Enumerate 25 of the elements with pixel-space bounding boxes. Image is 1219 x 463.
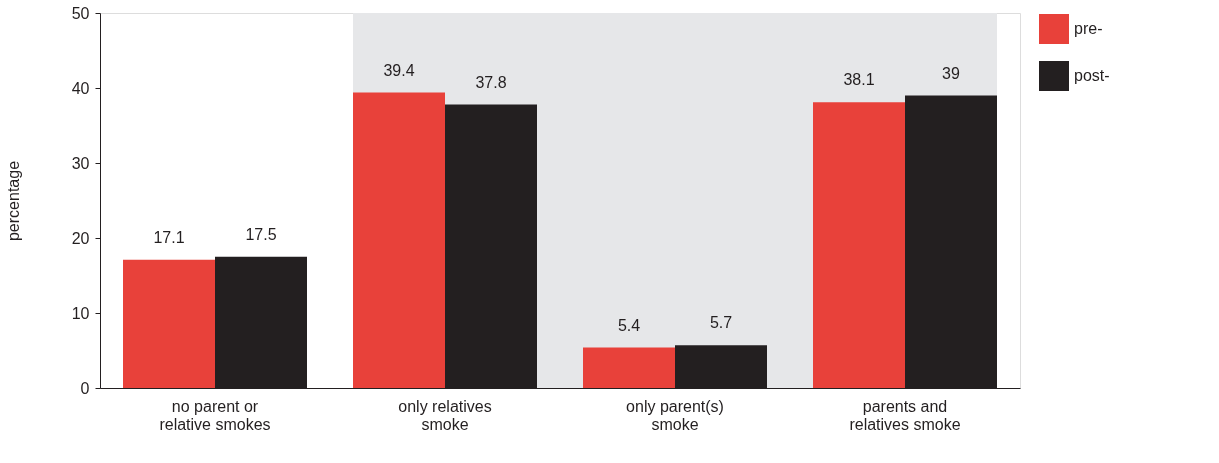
y-tick-label: 20 xyxy=(71,229,90,247)
y-tick-label: 0 xyxy=(80,379,90,397)
y-tick-label: 50 xyxy=(71,4,90,22)
data-label: 17.5 xyxy=(245,225,277,243)
data-label: 39.4 xyxy=(383,61,415,79)
legend-label: post- xyxy=(1074,67,1110,84)
data-label: 39 xyxy=(942,64,960,82)
bar xyxy=(583,347,675,388)
bar xyxy=(813,102,905,388)
x-tick-label: parents and relatives smoke xyxy=(849,397,961,433)
x-tick-label: only parent(s) smoke xyxy=(626,397,724,433)
bar xyxy=(123,259,215,388)
y-axis-title: percentage xyxy=(4,160,22,242)
y-tick-label: 30 xyxy=(71,154,90,172)
bar xyxy=(353,92,445,388)
data-label: 17.1 xyxy=(153,228,185,246)
x-tick-label: only relatives smoke xyxy=(398,397,492,433)
data-label: 5.7 xyxy=(709,314,733,332)
data-label: 38.1 xyxy=(843,71,875,89)
y-tick-label: 10 xyxy=(71,304,90,322)
legend-label: pre- xyxy=(1074,20,1103,37)
data-label: 37.8 xyxy=(475,73,507,91)
y-tick-label: 40 xyxy=(71,79,90,97)
x-tick-label: no parent or relative smokes xyxy=(159,397,271,433)
data-label: 5.4 xyxy=(617,316,641,334)
